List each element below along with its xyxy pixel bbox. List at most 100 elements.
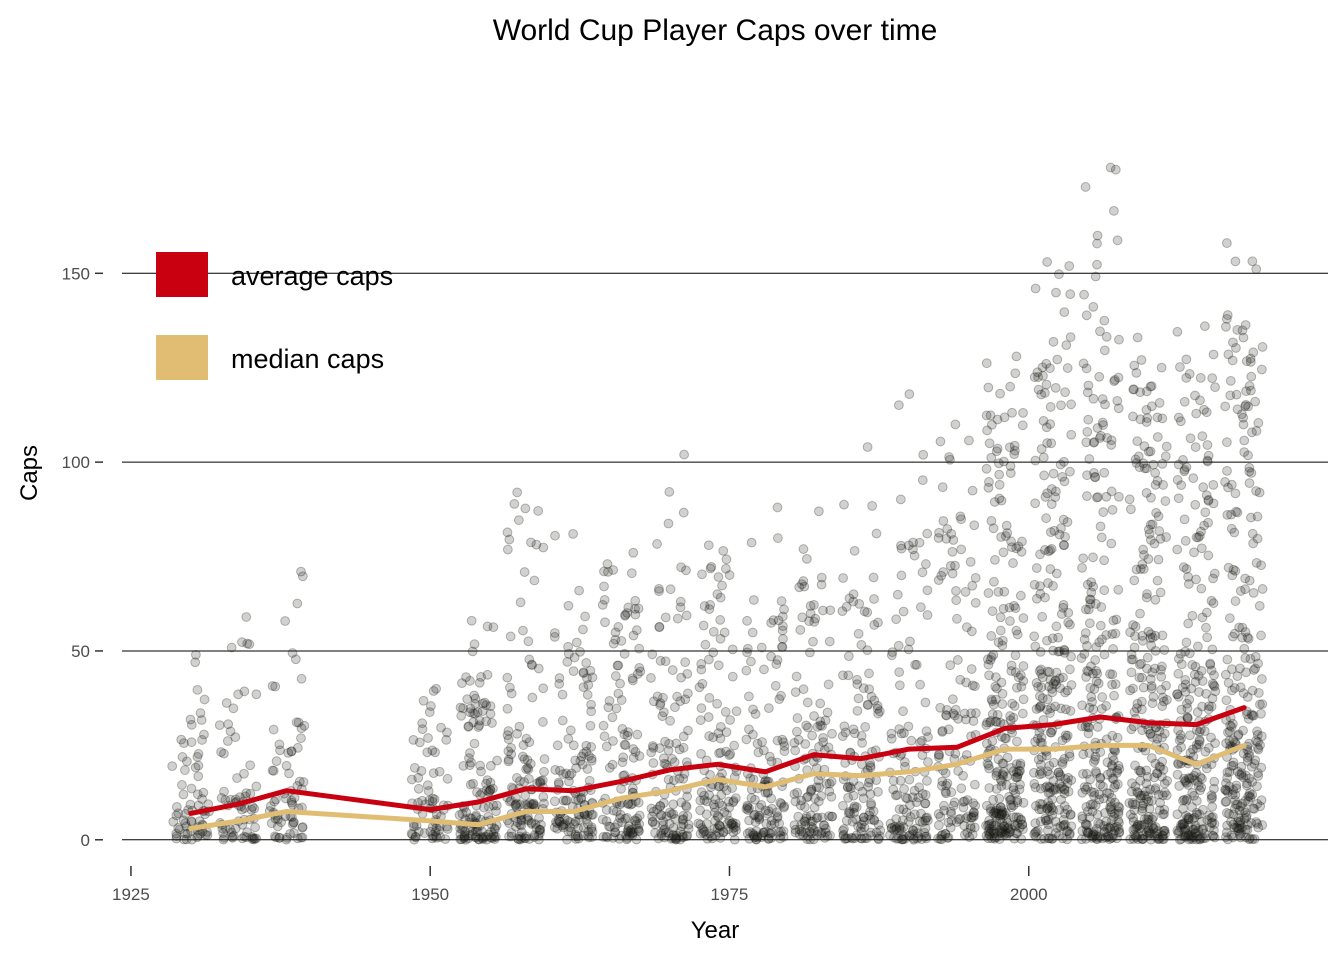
data-point [1206,793,1217,804]
data-point [993,754,1004,765]
data-point [903,816,914,827]
data-point [1083,414,1094,425]
data-point [222,736,233,746]
data-point [1036,664,1046,675]
data-point [1042,766,1053,777]
data-point [671,834,682,845]
data-point [1090,271,1101,282]
data-point [946,815,957,826]
data-point [967,485,978,496]
data-point [885,818,896,829]
data-point [1005,461,1016,472]
data-point [1005,616,1015,626]
data-point [1005,795,1015,805]
data-point [814,741,824,752]
data-point [816,827,827,838]
data-point [296,566,306,577]
data-point [549,796,560,807]
data-point [522,762,533,773]
data-point [564,770,575,781]
data-point [654,586,664,597]
data-point [681,801,692,812]
data-point [841,601,852,612]
data-point [922,815,933,826]
data-point [675,834,686,845]
data-point [538,683,549,694]
data-point [648,742,659,753]
data-point [177,752,188,762]
data-point [981,720,992,730]
data-point [1153,554,1164,565]
data-point [714,798,725,809]
data-point [1113,815,1124,826]
data-point [757,737,767,747]
data-point [1106,801,1117,812]
data-point [634,819,645,830]
data-point [1037,611,1048,622]
data-point [1208,831,1218,841]
data-point [292,742,303,753]
data-point [742,647,752,658]
data-point [1136,696,1147,707]
data-point [667,665,678,675]
data-point [633,823,643,834]
data-point [481,834,492,845]
data-point [1043,578,1053,588]
data-point [843,670,854,681]
data-point [886,823,897,834]
data-point [1080,818,1091,829]
data-point [1236,768,1247,778]
data-point [549,628,560,638]
data-point [622,813,632,823]
data-point [937,482,948,493]
data-point [671,738,682,749]
data-point [797,612,808,623]
data-point [202,830,213,841]
data-point [825,605,836,616]
data-point [992,709,1003,720]
data-point [1089,787,1100,798]
data-point [622,833,633,843]
data-point [230,732,241,743]
data-point [1043,814,1054,825]
data-point [759,664,769,675]
data-point [965,823,976,834]
data-point [520,503,531,514]
data-point [917,789,928,799]
data-point [287,799,298,810]
data-point [413,826,424,837]
data-point [886,733,897,744]
data-point [995,625,1006,636]
data-point [779,801,790,812]
data-point [582,810,593,821]
data-point [764,827,774,838]
data-point [943,832,954,843]
data-point [409,762,420,773]
data-point [478,832,489,842]
data-point [586,706,597,717]
data-point [937,725,948,736]
data-point [425,826,436,837]
data-point [1091,665,1102,676]
data-point [859,606,870,617]
data-point [489,831,500,842]
data-point [431,831,441,841]
data-point [608,638,619,649]
data-point [946,806,956,817]
data-point [802,697,813,708]
data-point [520,800,530,810]
data-point [1083,666,1094,677]
data-point [984,828,995,839]
data-point [823,742,834,753]
data-point [1060,730,1071,741]
data-point [413,783,424,794]
data-point [634,826,644,837]
data-point [428,686,439,696]
data-point [617,757,628,768]
data-point [998,758,1009,769]
data-point [921,833,932,844]
data-point [285,828,295,839]
data-point [681,565,691,576]
data-point [602,832,613,843]
data-point [1129,575,1140,586]
